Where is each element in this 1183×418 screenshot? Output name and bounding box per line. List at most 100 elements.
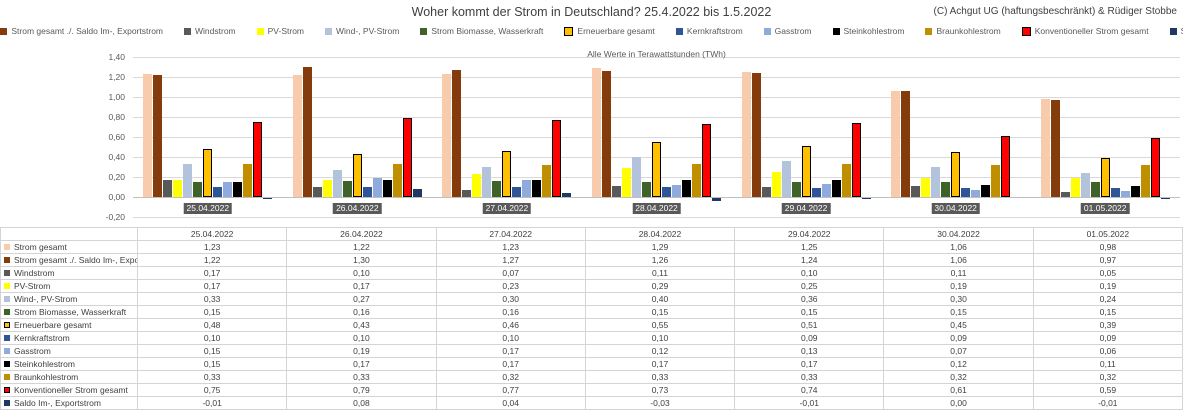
value-cell: 0,17 — [435, 357, 586, 371]
bar-strom-gesamt — [292, 75, 302, 197]
bar-strom-biomasse-wasserkraft — [791, 182, 801, 197]
value-cell: 0,30 — [883, 292, 1034, 306]
bar-pv-strom — [921, 178, 931, 197]
value-cell: 0,17 — [286, 357, 437, 371]
value-cell: 0,48 — [136, 318, 288, 332]
value-cell: 0,15 — [136, 357, 288, 371]
legend-swatch-icon — [325, 27, 333, 35]
row-label: Windstrom — [14, 268, 55, 278]
bar-konventioneller-strom-gesamt — [1001, 136, 1011, 197]
value-cell: 0,15 — [1032, 305, 1183, 319]
bar-braunkohlestrom — [692, 164, 701, 197]
value-cell: 0,55 — [584, 318, 736, 332]
value-cell: 0,74 — [734, 383, 885, 397]
legend-item-windstrom: Windstrom — [184, 26, 236, 36]
data-table: 25.04.2022 26.04.2022 27.04.2022 28.04.2022… — [0, 227, 1183, 410]
row-label-cell: Windstrom — [0, 266, 138, 280]
row-label-cell: Erneuerbare gesamt — [0, 318, 138, 332]
x-axis-category-label: 25.04.2022 — [183, 203, 233, 214]
bar-strom-gesamt — [442, 74, 452, 197]
value-cell: 0,10 — [136, 331, 288, 345]
legend-label: Erneuerbare gesamt — [577, 26, 655, 36]
bar-kernkraftstrom — [1110, 188, 1120, 197]
value-cell: 0,00 — [883, 396, 1034, 410]
legend-label: Windstrom — [195, 26, 236, 36]
value-cell: 0,79 — [286, 383, 437, 397]
bar-strom-gesamt-saldo-im-exportstrom — [602, 71, 611, 197]
table-row-kernkraftstrom: Kernkraftstrom 0,10 0,10 0,10 0,10 0,09 0,09 0,… — [0, 331, 1183, 345]
bar-saldo-im-exportstrom — [263, 198, 273, 199]
row-swatch-icon — [4, 295, 10, 302]
legend-swatch-icon — [925, 27, 933, 35]
bar-saldo-im-exportstrom — [562, 193, 572, 197]
row-label: Kernkraftstrom — [14, 333, 70, 343]
value-cell: 0,32 — [1032, 370, 1183, 384]
bar-strom-gesamt-saldo-im-exportstrom — [751, 73, 761, 197]
value-cell: 0,61 — [883, 383, 1034, 397]
bar-windstrom — [462, 190, 472, 197]
bar-windstrom — [312, 187, 322, 197]
x-axis-category-label: 28.04.2022 — [632, 203, 681, 214]
table-row-braunkohlestrom: Braunkohlestrom 0,33 0,33 0,32 0,33 0,33 0,32 0… — [0, 370, 1183, 384]
chart-subtitle: Alle Werte in Terawattstunden (TWh) — [587, 49, 726, 59]
table-row-steinkohlestrom: Steinkohlestrom 0,15 0,17 0,17 0,17 0,17 0,12 0… — [0, 357, 1183, 371]
bar-strom-gesamt-saldo-im-exportstrom — [452, 70, 462, 197]
row-label: Steinkohlestrom — [14, 359, 75, 369]
bar-konventioneller-strom-gesamt — [552, 120, 562, 197]
bar-steinkohlestrom — [831, 180, 841, 197]
value-cell: 0,10 — [734, 266, 885, 280]
value-cell: 0,15 — [883, 305, 1034, 319]
value-cell: 0,77 — [435, 383, 586, 397]
legend-swatch-icon — [256, 27, 264, 35]
table-row-strom-gesamt-saldo-im-exportstrom: Strom gesamt ./. Saldo Im-, Exportstrom1… — [0, 253, 1183, 267]
legend-item-wind-pv-strom: Wind-, PV-Strom — [325, 26, 399, 36]
legend-swatch-icon — [1021, 26, 1031, 36]
gridline — [133, 217, 1180, 218]
legend-label: Kernkraftstrom — [686, 26, 743, 36]
legend-item-strom-gesamt-saldo-im-exportstrom: Strom gesamt ./. Saldo Im-, Exportstrom — [0, 26, 163, 36]
row-label-cell: Konventioneller Strom gesamt — [0, 383, 138, 397]
bar-strom-biomasse-wasserkraft — [941, 182, 951, 197]
legend-item-konventioneller-strom-gesamt: Konventioneller Strom gesamt — [1021, 26, 1149, 36]
bar-steinkohlestrom — [981, 185, 991, 197]
legend-label: Wind-, PV-Strom — [336, 26, 400, 36]
row-label: Gasstrom — [14, 346, 51, 356]
value-cell: 0,27 — [286, 292, 437, 306]
value-cell: 1,26 — [584, 253, 736, 267]
gridline — [133, 97, 1180, 98]
value-cell: 0,33 — [286, 370, 437, 384]
gridline — [133, 117, 1180, 118]
legend-label: Gasstrom — [774, 26, 812, 36]
bar-pv-strom — [322, 180, 332, 197]
value-cell: 0,33 — [136, 370, 288, 384]
bar-strom-gesamt — [891, 91, 901, 197]
bar-gasstrom — [522, 180, 532, 197]
value-cell: 0,11 — [1032, 357, 1183, 371]
y-axis-label: 0,60 — [108, 132, 125, 142]
value-cell: 0,97 — [1032, 253, 1183, 267]
bar-windstrom — [612, 186, 621, 197]
bar-strom-biomasse-wasserkraft — [1090, 182, 1100, 197]
value-cell: 0,25 — [734, 279, 885, 293]
value-cell: 0,51 — [734, 318, 885, 332]
legend-label: Strom Biomasse, Wasserkraft — [431, 26, 544, 36]
value-cell: 0,43 — [286, 318, 437, 332]
value-cell: 1,22 — [136, 253, 288, 267]
row-label: PV-Strom — [14, 281, 51, 291]
bar-konventioneller-strom-gesamt — [851, 123, 861, 197]
table-row-wind-pv-strom: Wind-, PV-Strom 0,33 0,27 0,30 0,40 0,36 0,30 0… — [0, 292, 1183, 306]
bar-kernkraftstrom — [961, 188, 971, 197]
bar-strom-biomasse-wasserkraft — [342, 181, 352, 197]
value-cell: 0,23 — [435, 279, 586, 293]
legend-item-pv-strom: PV-Strom — [256, 26, 304, 36]
bar-gasstrom — [223, 182, 233, 197]
legend-item-strom-biomasse-wasserkraft: Strom Biomasse, Wasserkraft — [420, 26, 543, 36]
value-cell: 0,06 — [1032, 344, 1183, 358]
legend-item-gasstrom: Gasstrom — [763, 26, 812, 36]
bar-windstrom — [1060, 192, 1070, 197]
value-cell: 0,98 — [1032, 240, 1183, 254]
row-swatch-icon — [4, 386, 10, 393]
bar-saldo-im-exportstrom — [861, 198, 871, 199]
legend-item-erneuerbare-gesamt: Erneuerbare gesamt — [564, 26, 655, 36]
